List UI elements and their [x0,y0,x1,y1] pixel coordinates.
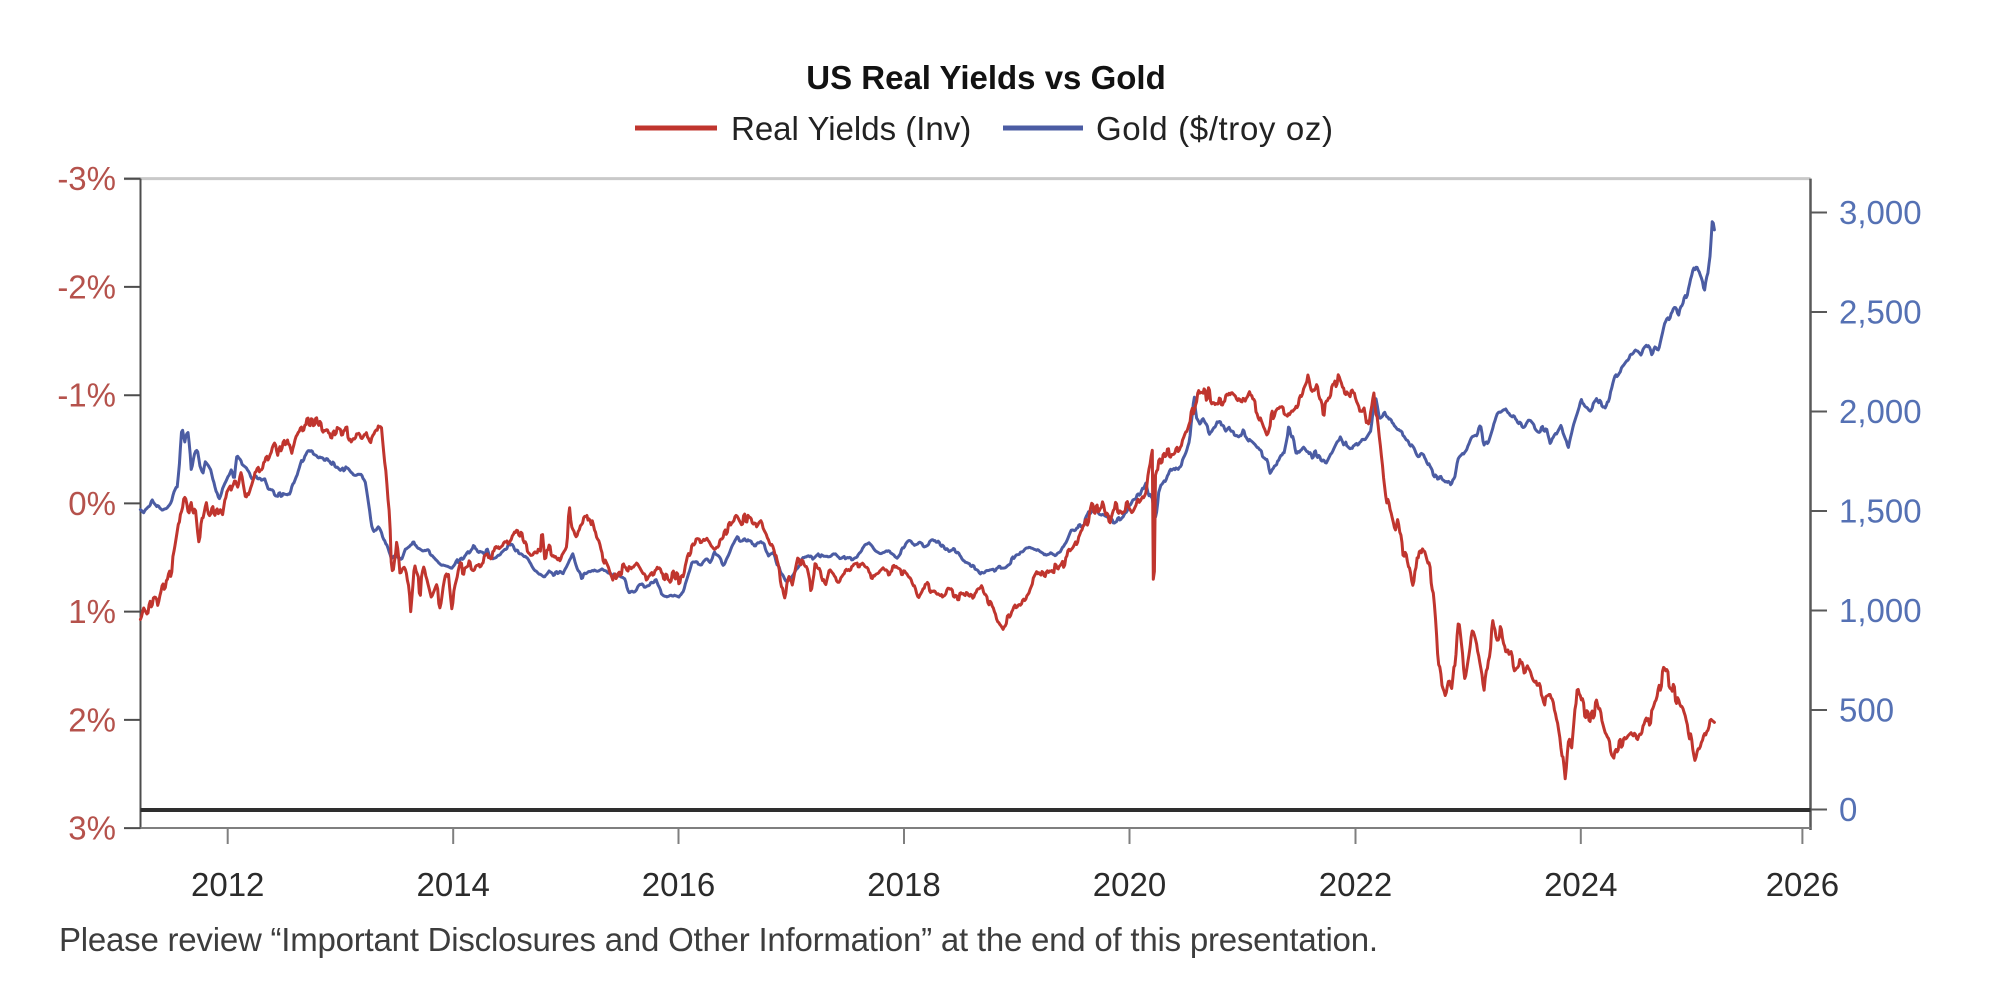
svg-text:2022: 2022 [1319,866,1392,903]
svg-text:-2%: -2% [57,268,116,305]
svg-text:1%: 1% [68,593,116,630]
svg-text:2,000: 2,000 [1839,393,1922,430]
svg-text:2%: 2% [68,701,116,738]
svg-text:2020: 2020 [1093,866,1166,903]
svg-text:Real Yields (Inv): Real Yields (Inv) [731,110,971,147]
svg-text:2018: 2018 [867,866,940,903]
svg-text:2012: 2012 [191,866,264,903]
svg-text:2026: 2026 [1766,866,1839,903]
svg-text:500: 500 [1839,692,1894,729]
svg-text:1,000: 1,000 [1839,592,1922,629]
svg-text:2,500: 2,500 [1839,294,1922,331]
svg-text:3,000: 3,000 [1839,194,1922,231]
svg-text:0: 0 [1839,791,1857,828]
svg-text:US Real Yields vs Gold: US Real Yields vs Gold [806,59,1165,96]
svg-text:1,500: 1,500 [1839,493,1922,530]
svg-text:-3%: -3% [57,160,116,197]
svg-text:2016: 2016 [642,866,715,903]
svg-text:Please review “Important Discl: Please review “Important Disclosures and… [59,921,1378,958]
svg-text:3%: 3% [68,810,116,847]
svg-text:0%: 0% [68,485,116,522]
svg-text:2024: 2024 [1544,866,1617,903]
svg-text:-1%: -1% [57,377,116,414]
svg-text:Gold ($/troy oz): Gold ($/troy oz) [1096,110,1333,147]
svg-text:2014: 2014 [416,866,489,903]
